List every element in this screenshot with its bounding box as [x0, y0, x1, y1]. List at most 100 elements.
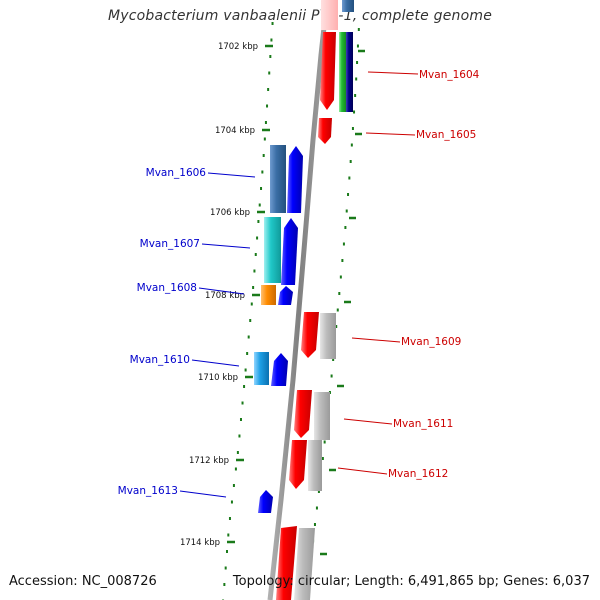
scale-dot — [223, 583, 226, 586]
scale-dot — [260, 187, 263, 190]
scale-dot — [247, 335, 250, 339]
scale-dot — [268, 71, 271, 75]
cog-mvan-1609[interactable] — [320, 313, 336, 359]
kbp-tick-label: 1706 kbp — [210, 208, 250, 218]
scale-dot — [357, 28, 360, 31]
scale-dot — [258, 203, 261, 207]
scale-dot — [271, 22, 274, 25]
scale-dot — [344, 226, 347, 229]
scale-dot — [232, 484, 235, 487]
gene-label-mvan-1610[interactable]: Mvan_1610 — [130, 354, 190, 366]
scale-dot — [341, 259, 344, 262]
gene-label-mvan-1613[interactable]: Mvan_1613 — [118, 485, 178, 497]
cog-mvan-1610[interactable] — [254, 352, 269, 385]
scale-dot — [250, 302, 253, 306]
scale-dot — [228, 517, 231, 520]
label-leader-line — [198, 287, 245, 295]
scale-dot — [243, 385, 246, 388]
scale-dot — [227, 533, 230, 537]
scale-dot — [253, 269, 256, 273]
scale-dot — [256, 236, 259, 240]
scale-dot — [244, 368, 247, 372]
cds-mvan-1608[interactable] — [278, 286, 293, 305]
gene-label-mvan-1608[interactable]: Mvan_1608 — [137, 282, 197, 294]
label-leader-line — [207, 172, 256, 178]
label-leader-line — [351, 337, 401, 343]
scale-dot — [335, 325, 338, 328]
scale-dot — [263, 137, 266, 141]
cds-mvan-1611[interactable] — [294, 390, 312, 438]
scale-dot — [236, 451, 239, 454]
scale-dot — [353, 110, 356, 114]
scale-dot — [317, 490, 320, 493]
cog-feature-top-partial[interactable] — [342, 0, 354, 12]
scale-dot — [230, 500, 233, 504]
cog-mvan-1604-navy[interactable] — [346, 32, 353, 112]
gene-label-mvan-1611[interactable]: Mvan_1611 — [393, 418, 453, 430]
scale-dot — [339, 275, 342, 279]
cog-mvan-1608[interactable] — [261, 285, 276, 305]
genome-title: Mycobacterium vanbaalenii PYR-1, complet… — [107, 8, 493, 24]
gene-label-mvan-1609[interactable]: Mvan_1609 — [401, 336, 461, 348]
cog-mvan-1606[interactable] — [270, 145, 286, 213]
kbp-tick-label: 1704 kbp — [215, 126, 255, 136]
scale-dot — [257, 220, 260, 223]
cog-mvan-1611[interactable] — [314, 392, 330, 440]
cds-mvan-1604[interactable] — [320, 32, 336, 110]
genome-details-text: Topology: circular; Length: 6,491,865 bp… — [232, 574, 590, 589]
scale-dot — [262, 154, 265, 157]
cds-mvan-1612[interactable] — [289, 440, 307, 489]
label-leader-line — [367, 71, 419, 75]
scale-dot — [224, 566, 227, 570]
scale-dot — [356, 61, 359, 64]
kbp-tick-label: 1710 kbp — [198, 373, 238, 383]
cds-bottom-partial-red[interactable] — [276, 526, 297, 600]
cds-mvan-1613[interactable] — [258, 490, 273, 513]
scale-dot — [349, 160, 352, 163]
scale-dot — [234, 467, 237, 471]
cds-mvan-1609[interactable] — [301, 312, 319, 358]
scale-dot — [348, 176, 351, 180]
scale-dot — [342, 242, 345, 246]
cds-mvan-1610[interactable] — [271, 353, 288, 386]
cds-mvan-1605[interactable] — [318, 118, 332, 144]
gene-label-mvan-1606[interactable]: Mvan_1606 — [146, 167, 207, 179]
scale-dot — [336, 308, 339, 312]
scale-dot — [354, 94, 357, 97]
label-leader-line — [179, 490, 227, 498]
scale-dot — [264, 121, 267, 124]
scale-dot — [356, 44, 359, 48]
scale-dot — [345, 209, 348, 213]
cog-bottom-partial-grey[interactable] — [294, 528, 315, 600]
label-leader-line — [365, 132, 416, 136]
scale-dot — [226, 550, 228, 553]
gene-label-mvan-1607[interactable]: Mvan_1607 — [140, 238, 200, 250]
label-leader-line — [343, 418, 393, 425]
cds-mvan-1606[interactable] — [287, 146, 303, 213]
scale-dot — [252, 286, 255, 289]
cds-mvan-1607[interactable] — [281, 218, 298, 285]
kbp-scale: 1702 kbp 1704 kbp 1706 kbp 1708 kbp 1710 kbp… — [180, 42, 365, 556]
gene-label-mvan-1605[interactable]: Mvan_1605 — [416, 129, 476, 141]
scale-dot — [239, 418, 242, 421]
kbp-tick-label: 1714 kbp — [180, 538, 220, 548]
label-leader-line — [191, 359, 240, 367]
gene-label-mvan-1612[interactable]: Mvan_1612 — [388, 468, 448, 480]
gene-labels: Mvan_1604 Mvan_1605 Mvan_1606 Mvan_1607 Mvan… — [118, 69, 480, 498]
accession-text: Accession: NC_008726 — [9, 574, 157, 589]
scale-dot — [350, 143, 353, 147]
scale-dot — [330, 374, 333, 378]
cds-feature-top-partial[interactable] — [321, 0, 338, 30]
cog-mvan-1604-green[interactable] — [339, 32, 346, 112]
scale-dot — [269, 55, 272, 58]
gene-features — [254, 0, 354, 600]
scale-dot — [315, 506, 318, 510]
kbp-tick-label: 1712 kbp — [189, 456, 229, 466]
inner-scale-ring — [222, 22, 274, 600]
gene-label-mvan-1604[interactable]: Mvan_1604 — [419, 69, 480, 81]
cog-mvan-1612[interactable] — [308, 440, 322, 491]
cog-mvan-1607[interactable] — [264, 217, 281, 283]
scale-dot — [338, 292, 341, 295]
kbp-tick-label: 1702 kbp — [218, 42, 258, 52]
